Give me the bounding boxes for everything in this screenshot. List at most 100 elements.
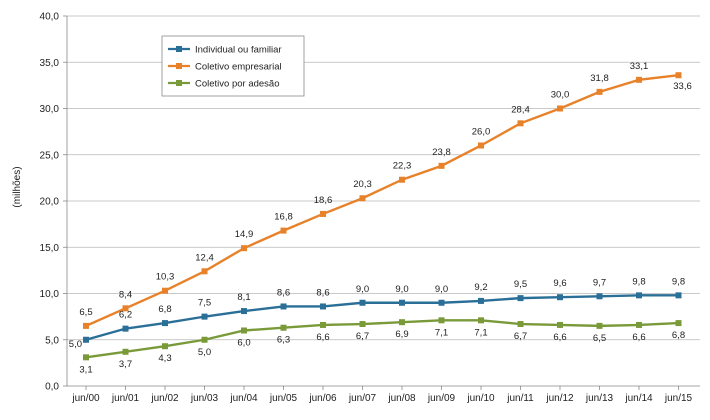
- data-label: 7,5: [198, 298, 211, 309]
- data-point: [201, 336, 208, 343]
- data-label: 6,6: [316, 332, 329, 343]
- data-label: 9,2: [474, 282, 487, 293]
- legend-label: Individual ou familiar: [195, 45, 282, 56]
- data-point: [478, 142, 484, 149]
- series-coletivo-empresarial: [83, 72, 682, 329]
- data-point: [83, 336, 89, 343]
- y-tick-label: 0,0: [45, 382, 59, 393]
- data-point: [636, 292, 642, 299]
- data-label: 3,7: [119, 359, 132, 370]
- data-point: [280, 303, 287, 310]
- data-label: 9,8: [632, 276, 645, 287]
- data-point: [201, 313, 208, 320]
- data-label: 8,6: [277, 287, 290, 298]
- x-tick-label: jun/02: [150, 393, 179, 404]
- series-line: [85, 319, 679, 359]
- data-point: [438, 162, 445, 169]
- data-label: 6,2: [119, 310, 132, 321]
- data-point: [517, 120, 524, 127]
- series-coletivo-por-ades-o: [83, 317, 682, 361]
- data-point: [320, 321, 326, 328]
- x-tick-label: jun/12: [545, 393, 574, 404]
- data-point: [162, 343, 168, 350]
- data-point: [596, 88, 603, 95]
- data-labels: 5,0 6,2 6,8 7,5 8,1 8,6 8,6 9,0 9,0 9,0 9,2 9,5 9,6 9…: [69, 61, 692, 376]
- y-tick-label: 15,0: [40, 243, 60, 254]
- y-axis-label: (milhões): [12, 166, 23, 207]
- y-tick-label: 5,0: [45, 335, 59, 346]
- data-point: [438, 317, 445, 324]
- data-point: [596, 293, 603, 300]
- data-label: 26,0: [472, 127, 491, 138]
- data-point: [596, 322, 603, 329]
- data-label: 16,8: [274, 212, 293, 223]
- data-point: [162, 287, 168, 294]
- data-label: 7,1: [435, 327, 448, 338]
- data-point: [675, 320, 682, 327]
- data-label: 6,6: [553, 332, 566, 343]
- data-label: 33,6: [673, 81, 692, 92]
- data-point: [241, 245, 247, 252]
- y-tick-label: 20,0: [40, 197, 60, 208]
- legend-swatch-marker: [176, 46, 182, 52]
- data-point: [675, 292, 682, 299]
- data-label: 9,0: [395, 284, 408, 295]
- x-tick-label: jun/09: [427, 393, 456, 404]
- legend-swatch-marker: [176, 63, 182, 69]
- data-point: [359, 299, 366, 306]
- data-label: 12,4: [195, 252, 214, 263]
- data-label: 6,3: [277, 335, 290, 346]
- data-label: 6,8: [158, 304, 171, 315]
- data-label: 6,7: [356, 331, 369, 342]
- x-tick-label: jun/04: [229, 393, 258, 404]
- data-point: [320, 303, 326, 310]
- y-tick-label: 10,0: [40, 289, 60, 300]
- data-label: 3,1: [79, 364, 92, 375]
- data-label: 9,8: [672, 276, 685, 287]
- data-label: 23,8: [432, 147, 451, 158]
- data-point: [280, 227, 287, 234]
- data-point: [280, 324, 287, 331]
- legend-swatch-marker: [176, 80, 182, 86]
- data-point: [636, 76, 642, 83]
- legend-label: Coletivo empresarial: [195, 62, 282, 73]
- data-label: 8,6: [316, 287, 329, 298]
- data-label: 6,7: [514, 331, 527, 342]
- data-label: 22,3: [393, 161, 412, 172]
- x-tick-label: jun/08: [387, 393, 416, 404]
- data-label: 20,3: [353, 179, 372, 190]
- data-point: [636, 321, 642, 328]
- y-tick-label: 40,0: [40, 12, 60, 23]
- data-label: 6,5: [593, 333, 606, 344]
- x-tick-label: jun/07: [348, 393, 377, 404]
- data-point: [399, 299, 405, 306]
- data-label: 6,6: [632, 332, 645, 343]
- data-label: 31,8: [590, 73, 609, 84]
- x-tick-label: jun/14: [624, 393, 653, 404]
- data-point: [517, 321, 524, 328]
- data-point: [122, 348, 129, 355]
- data-label: 30,0: [551, 90, 570, 101]
- data-label: 9,0: [356, 284, 369, 295]
- data-label: 4,3: [158, 353, 171, 364]
- data-point: [517, 295, 524, 302]
- data-label: 9,6: [553, 278, 566, 289]
- y-axis-ticks: 0,0 5,0 10,0 15,0 20,0 25,0 30,0 35,0 40,0: [40, 12, 67, 393]
- data-point: [83, 354, 89, 361]
- series-line: [85, 294, 679, 341]
- data-label: 6,9: [395, 329, 408, 340]
- data-label: 18,6: [314, 195, 333, 206]
- data-point: [241, 327, 247, 334]
- data-label: 10,3: [156, 272, 175, 283]
- data-label: 9,7: [593, 277, 606, 288]
- y-tick-label: 30,0: [40, 104, 60, 115]
- series-line: [85, 74, 679, 327]
- y-tick-label: 35,0: [40, 58, 60, 69]
- data-point: [557, 321, 563, 328]
- data-point: [359, 321, 366, 328]
- series-group: [83, 72, 682, 361]
- data-label: 6,8: [672, 330, 685, 341]
- x-tick-label: jun/10: [466, 393, 495, 404]
- data-label: 8,4: [119, 289, 132, 300]
